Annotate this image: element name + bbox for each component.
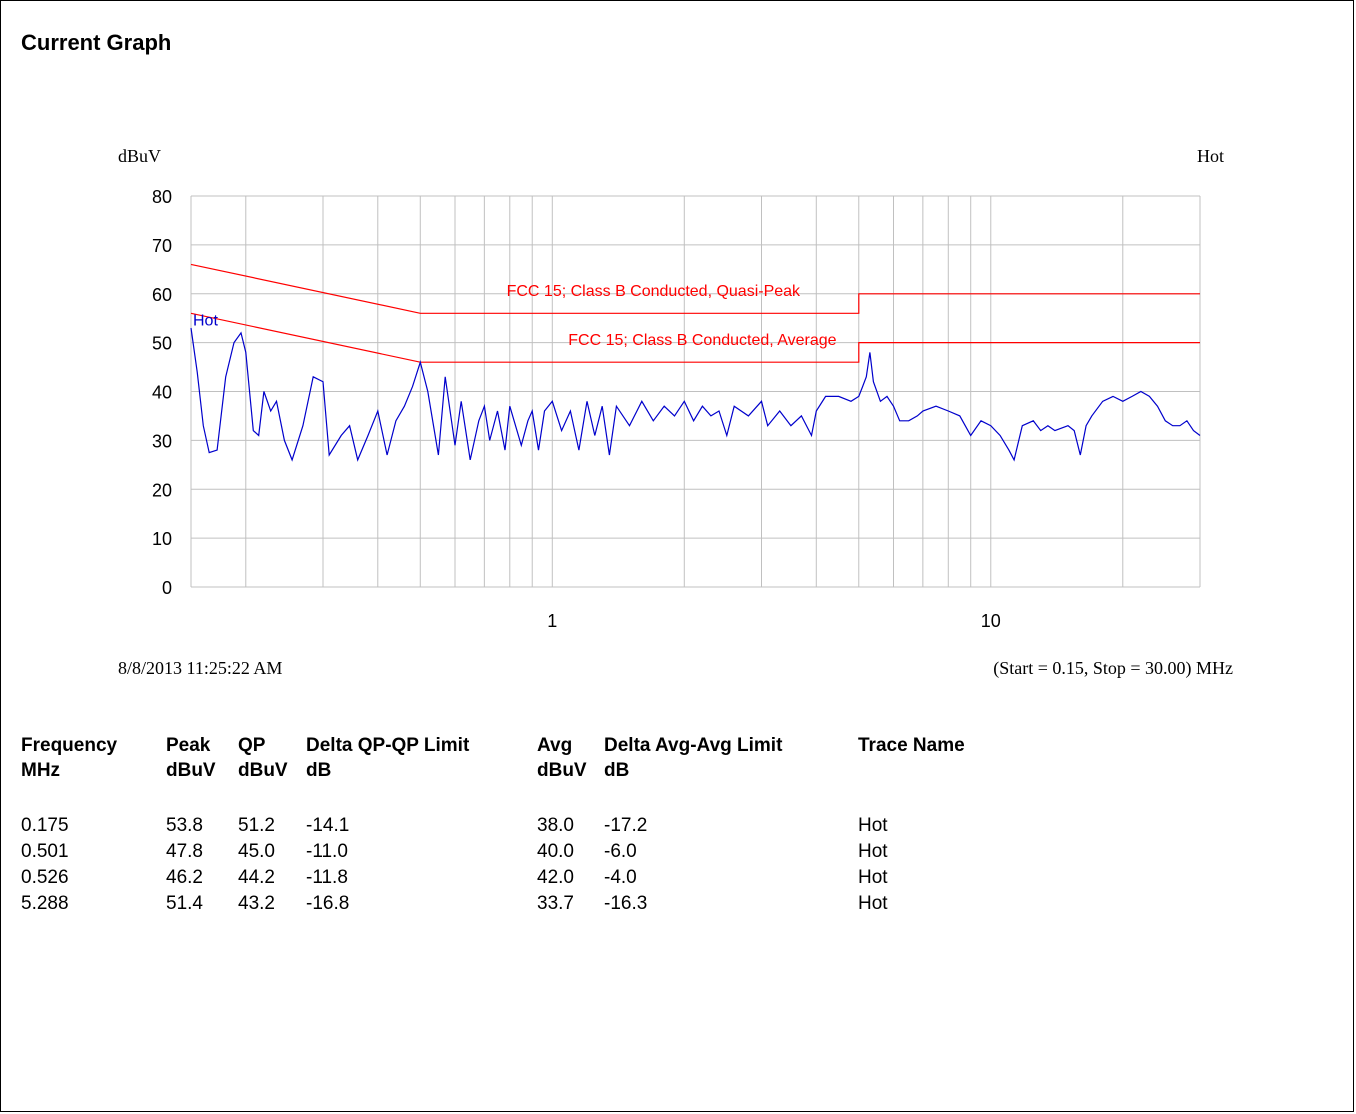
limit-lines <box>190 263 1200 363</box>
cell-trace-name: Hot <box>858 867 888 888</box>
frequency-range: (Start = 0.15, Stop = 30.00) MHz <box>993 658 1233 679</box>
y-tick-label: 70 <box>152 236 172 256</box>
y-tick-label: 80 <box>152 187 172 207</box>
y-tick-label: 60 <box>152 285 172 305</box>
header-delta-qp: Delta QP-QP Limit dB <box>306 735 470 781</box>
y-tick-label: 10 <box>152 529 172 549</box>
cell-delta-avg: -4.0 <box>604 867 637 888</box>
cell-delta-avg: -6.0 <box>604 841 637 862</box>
cell-delta-qp: -16.8 <box>306 893 350 914</box>
x-tick-label: 10 <box>981 611 1001 631</box>
cell-delta-qp: -11.0 <box>306 841 348 862</box>
table-row: 0.501 47.8 45.0 -11.0 40.0 -6.0 Hot <box>21 839 965 865</box>
cell-frequency: 0.501 <box>21 841 69 862</box>
header-delta-avg: Delta Avg-Avg Limit dB <box>604 735 783 781</box>
timestamp: 8/8/2013 11:25:22 AM <box>118 658 282 678</box>
y-tick-label: 30 <box>152 431 172 451</box>
limit-line <box>190 263 1200 314</box>
header-avg: Avg dBuV <box>537 735 587 781</box>
cell-delta-qp: -14.1 <box>306 815 350 836</box>
header-trace-name: Trace Name <box>858 735 965 756</box>
cell-delta-avg: -16.3 <box>604 893 648 914</box>
cell-peak: 51.4 <box>166 893 203 914</box>
cell-avg: 33.7 <box>537 893 574 914</box>
cell-peak: 47.8 <box>166 841 203 862</box>
trace-title: Hot <box>1197 146 1224 166</box>
results-table: Frequency MHz Peak dBuV QP dBuV Delta QP-QP… <box>21 733 965 917</box>
table-row: 0.175 53.8 51.2 -14.1 38.0 -17.2 Hot <box>21 813 965 839</box>
cell-frequency: 0.175 <box>21 815 69 836</box>
table-row: 5.288 51.4 43.2 -16.8 33.7 -16.3 Hot <box>21 891 965 917</box>
cell-avg: 38.0 <box>537 815 574 836</box>
y-tick-label: 50 <box>152 334 172 354</box>
header-peak: Peak dBuV <box>166 735 216 781</box>
x-tick-label: 1 <box>547 611 557 631</box>
limit-line <box>190 312 1200 363</box>
cell-trace-name: Hot <box>858 893 888 914</box>
cell-avg: 40.0 <box>537 841 574 862</box>
table-header-row: Frequency MHz Peak dBuV QP dBuV Delta QP-QP… <box>21 733 965 783</box>
cell-avg: 42.0 <box>537 867 574 888</box>
cell-delta-qp: -11.8 <box>306 867 348 888</box>
header-frequency: Frequency MHz <box>21 735 118 781</box>
emissions-chart: dBuV Hot 8/8/2013 11:25:22 AM (Start = 0… <box>118 146 1233 679</box>
cell-qp: 44.2 <box>238 867 275 888</box>
y-axis-label: dBuV <box>118 146 161 166</box>
cell-trace-name: Hot <box>858 815 888 836</box>
limit-label: FCC 15; Class B Conducted, Average <box>568 332 836 349</box>
cell-trace-name: Hot <box>858 841 888 862</box>
cell-peak: 46.2 <box>166 867 203 888</box>
chart-text-layer: dBuV Hot 8/8/2013 11:25:22 AM (Start = 0… <box>118 146 1233 679</box>
trace-layer <box>190 327 1201 462</box>
y-tick-label: 20 <box>152 480 172 500</box>
y-tick-label: 0 <box>162 578 172 598</box>
cell-qp: 51.2 <box>238 815 275 836</box>
trace-line <box>190 327 1201 462</box>
cell-qp: 43.2 <box>238 893 275 914</box>
header-qp: QP dBuV <box>238 735 288 781</box>
grid-layer <box>190 195 1201 588</box>
page-title: Current Graph <box>21 30 172 55</box>
y-tick-label: 40 <box>152 383 172 403</box>
cell-delta-avg: -17.2 <box>604 815 648 836</box>
limit-label: FCC 15; Class B Conducted, Quasi-Peak <box>507 283 801 300</box>
series-label: Hot <box>193 313 218 330</box>
cell-frequency: 0.526 <box>21 867 69 888</box>
cell-peak: 53.8 <box>166 815 203 836</box>
table-row: 0.526 46.2 44.2 -11.8 42.0 -4.0 Hot <box>21 865 965 891</box>
cell-qp: 45.0 <box>238 841 275 862</box>
cell-frequency: 5.288 <box>21 893 69 914</box>
